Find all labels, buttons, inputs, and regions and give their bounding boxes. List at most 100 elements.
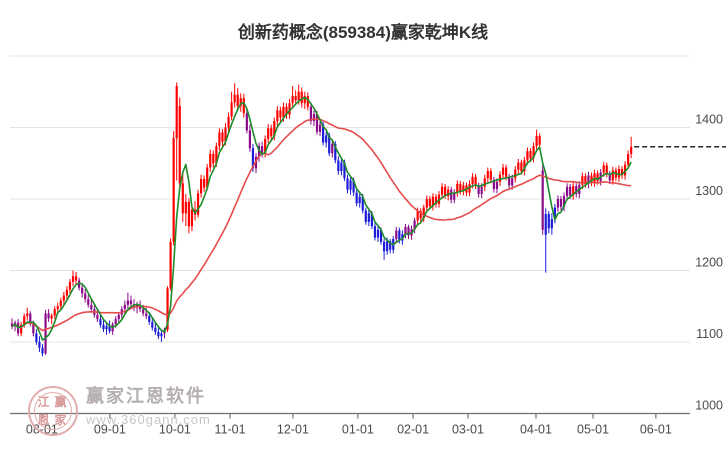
candlestick [605,165,608,174]
x-axis-label: 03-01 [452,423,484,437]
candlestick [501,167,505,175]
candlestick [172,138,175,242]
candlestick [538,136,541,145]
candlestick [361,196,364,211]
candlestick [349,180,352,190]
candlestick [419,211,422,219]
candlestick [428,199,431,207]
candlestick [306,96,309,107]
y-axis-label: 1400 [695,113,723,127]
candlestick [273,121,276,137]
candlestick [620,168,624,176]
candlestick [178,106,181,184]
candlestick [74,276,78,281]
candlestick [166,288,169,330]
candlestick [196,193,200,215]
candlestick [401,234,404,241]
candlestick [630,146,633,154]
candlestick [547,214,550,229]
candlestick [288,103,291,115]
candlestick [364,210,367,222]
candlestick [300,91,303,104]
candlestick [175,86,178,139]
candlestick [29,313,32,324]
candlestick [41,347,44,354]
candlestick [105,326,108,330]
candlestick [218,132,221,147]
candlestick [303,96,306,104]
candlestick [245,113,248,131]
candlestick [575,186,578,194]
candlestick [142,309,145,314]
candlestick [59,300,62,307]
candlestick [151,321,154,328]
candlestick [81,287,84,294]
candlestick [346,178,349,190]
candlestick [108,326,111,332]
candlestick [627,153,630,165]
candlestick [492,179,495,189]
candlestick [480,186,483,194]
y-axis-label: 1200 [695,256,723,270]
candlestick [87,299,90,305]
candlestick [56,306,59,310]
candlestick [328,135,331,154]
y-axis-label: 1300 [695,184,723,198]
candlestick [505,167,508,177]
candlestick [279,110,282,118]
candlestick [325,135,328,143]
candlestick [315,113,319,132]
candlestick [312,113,316,122]
candlestick [444,186,447,197]
candlestick [38,342,41,348]
x-axis-label: 11-01 [215,423,246,437]
candlestick [294,96,297,101]
candlestick [84,293,87,300]
candlestick [99,319,102,325]
candlestick [50,315,53,319]
candlestick [553,207,556,220]
candlestick [337,160,340,172]
candlestick [395,230,398,240]
x-axis-label: 10-01 [159,423,191,437]
x-axis-label: 01-01 [342,423,374,437]
candlestick [413,220,416,230]
candlestick [187,201,190,227]
candlestick [526,151,529,161]
candlestick [206,167,209,188]
candlestick [267,128,270,139]
candlestick [68,281,72,290]
slow-ma-line [11,118,632,332]
y-axis-label: 1000 [695,399,723,413]
candlestick [355,192,358,204]
candlestick [276,110,279,122]
candlestick [535,136,538,147]
candlestick [190,209,194,227]
candlestick [157,331,160,337]
candlestick [20,324,23,334]
y-axis-label: 1100 [696,327,723,341]
candlestick [508,176,511,186]
candlestick [334,143,337,161]
candlestick [550,219,553,229]
x-axis-label: 04-01 [520,423,552,437]
candlestick [26,313,29,317]
candlestick [47,313,50,319]
x-axis-label: 05-01 [577,423,609,437]
candlestick [447,189,450,197]
candlestick [322,124,325,143]
candlestick [495,181,499,189]
candlestick [422,207,425,219]
x-axis-label: 02-01 [397,423,429,437]
fast-ma-line [11,96,632,341]
candlestick [352,180,355,193]
candlestick [617,168,621,178]
candlestick [126,300,129,305]
candlestick [114,319,117,325]
candlestick [184,201,187,214]
candlestick [486,171,489,179]
candlestick [154,327,157,332]
candlestick [566,186,569,197]
candlestick [10,323,14,327]
